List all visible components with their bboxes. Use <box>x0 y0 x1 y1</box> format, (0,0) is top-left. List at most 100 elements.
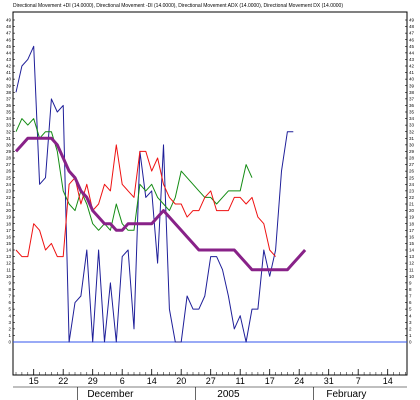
y-tick-label: 17 <box>6 228 12 233</box>
y-tick-label: 29 <box>409 149 415 154</box>
series-line-4 <box>14 136 307 272</box>
y-tick-label: 44 <box>409 50 415 55</box>
y-tick-label: 2 <box>8 326 11 331</box>
period-label: December <box>87 389 134 400</box>
y-tick-label: 12 <box>409 261 415 266</box>
y-tick-label: 22 <box>6 195 12 200</box>
x-tick-label: 27 <box>206 376 216 386</box>
y-tick-label: 13 <box>409 254 415 259</box>
y-tick-label: 34 <box>6 116 12 121</box>
y-tick-label: 6 <box>8 300 11 305</box>
x-tick-label: 17 <box>265 376 275 386</box>
y-tick-label: 3 <box>409 320 412 325</box>
y-tick-label: 7 <box>409 294 412 299</box>
chart-title: Directional Movement +DI (14.0000), Dire… <box>13 3 343 9</box>
y-tick-label: 26 <box>409 169 415 174</box>
y-tick-label: 37 <box>6 96 12 101</box>
y-tick-label: 8 <box>8 287 11 292</box>
y-tick-label: 5 <box>409 307 412 312</box>
y-tick-label: 0 <box>409 340 412 345</box>
y-tick-label: 17 <box>409 228 415 233</box>
y-tick-label: 33 <box>6 123 12 128</box>
y-tick-label: 35 <box>409 110 415 115</box>
period-label: February <box>326 389 366 400</box>
y-tick-label: 48 <box>409 24 415 29</box>
y-tick-label: 36 <box>6 103 12 108</box>
y-tick-label: 5 <box>8 307 11 312</box>
x-tick-label: 15 <box>29 376 39 386</box>
y-tick-label: 10 <box>409 274 415 279</box>
y-tick-label: 15 <box>409 241 415 246</box>
y-tick-label: 1 <box>409 333 412 338</box>
y-tick-label: 2 <box>409 326 412 331</box>
x-tick-label: 14 <box>147 376 157 386</box>
period-label: 2005 <box>217 389 240 400</box>
x-tick-label: 11 <box>236 376 245 386</box>
x-tick-label: 31 <box>324 376 334 386</box>
y-tick-label: 3 <box>8 320 11 325</box>
period-labels: December 2005 February <box>13 386 407 400</box>
y-tick-label: 18 <box>409 221 415 226</box>
x-tick-label: 22 <box>58 376 68 386</box>
y-tick-label: 14 <box>409 248 415 253</box>
y-tick-label: 22 <box>409 195 415 200</box>
y-tick-label: 35 <box>6 110 12 115</box>
y-tick-label: 23 <box>409 188 415 193</box>
x-tick-label: 20 <box>176 376 186 386</box>
y-tick-label: 49 <box>6 18 12 23</box>
x-tick-label: 29 <box>88 376 98 386</box>
y-tick-label: 20 <box>6 208 12 213</box>
y-tick-label: 47 <box>409 31 415 36</box>
y-tick-label: 16 <box>409 234 415 239</box>
y-tick-label: 28 <box>409 156 415 161</box>
x-axis: 15 22 29 6 14 20 27 11 17 24 31 7 14 <box>15 369 406 386</box>
y-tick-label: 30 <box>6 142 12 147</box>
y-tick-label: 11 <box>409 267 414 272</box>
y-tick-label: 20 <box>409 208 415 213</box>
series-line-3 <box>15 144 276 258</box>
y-tick-label: 32 <box>409 129 415 134</box>
y-tick-label: 19 <box>409 215 415 220</box>
y-tick-label: 43 <box>6 57 12 62</box>
y-tick-label: 37 <box>409 96 415 101</box>
y-tick-label: 10 <box>6 274 12 279</box>
y-tick-label: 49 <box>409 18 415 23</box>
y-tick-label: 28 <box>6 156 12 161</box>
y-tick-label: 31 <box>6 136 12 141</box>
x-tick-label: 24 <box>294 376 304 386</box>
y-tick-label: 45 <box>409 44 415 49</box>
y-tick-label: 41 <box>409 70 415 75</box>
y-tick-label: 24 <box>6 182 12 187</box>
y-tick-label: 0 <box>8 340 11 345</box>
y-tick-label: 12 <box>6 261 12 266</box>
y-tick-label: 33 <box>409 123 415 128</box>
y-tick-label: 16 <box>6 234 12 239</box>
y-tick-label: 7 <box>8 294 11 299</box>
x-tick-label: 6 <box>120 376 125 386</box>
x-tick-label: 14 <box>383 376 393 386</box>
y-tick-label: 39 <box>409 83 415 88</box>
y-tick-label: 19 <box>6 215 12 220</box>
y-tick-label: 27 <box>409 162 415 167</box>
y-tick-label: 9 <box>8 280 11 285</box>
y-tick-label: 42 <box>409 64 415 69</box>
y-tick-label: 30 <box>409 142 415 147</box>
y-tick-label: 11 <box>6 267 11 272</box>
y-tick-label: 18 <box>6 221 12 226</box>
y-tick-label: 32 <box>6 129 12 134</box>
y-tick-label: 13 <box>6 254 12 259</box>
y-tick-label: 46 <box>409 37 415 42</box>
y-tick-label: 40 <box>6 77 12 82</box>
y-tick-label: 15 <box>6 241 12 246</box>
y-tick-label: 42 <box>6 64 12 69</box>
y-tick-label: 43 <box>409 57 415 62</box>
y-tick-label: 31 <box>409 136 415 141</box>
y-tick-label: 21 <box>6 202 12 207</box>
y-tick-label: 9 <box>409 280 412 285</box>
y-tick-label: 23 <box>6 188 12 193</box>
y-tick-label: 40 <box>409 77 415 82</box>
y-tick-label: 39 <box>6 83 12 88</box>
y-tick-label: 25 <box>6 175 12 180</box>
